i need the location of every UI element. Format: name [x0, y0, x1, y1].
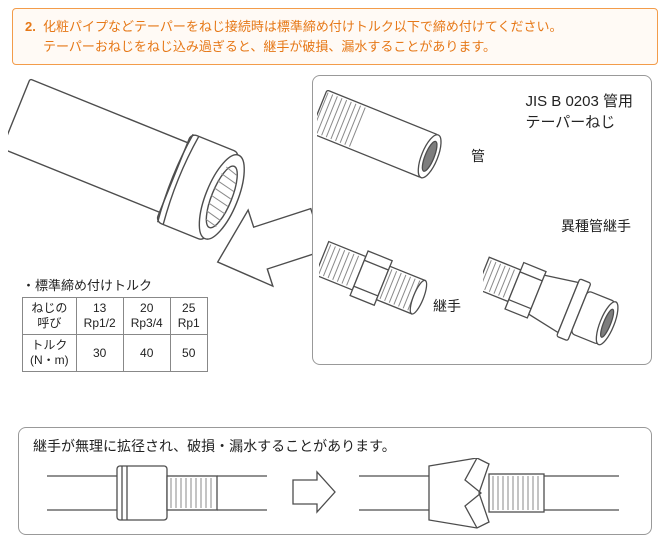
th-torque-label: トルク(N・m) [23, 335, 77, 372]
warning-number: 2. [25, 17, 43, 37]
bottom-panel: 継手が無理に拡径され、破損・漏水することがあります。 [18, 427, 652, 535]
before-illustration [47, 458, 267, 528]
pipe-piece-illustration [317, 82, 487, 222]
label-dissimilar: 異種管継手 [561, 216, 631, 236]
joint-piece-illustration [319, 226, 459, 336]
jis-title: JIS B 0203 管用 テーパーねじ [525, 90, 633, 132]
jis-title-line2: テーパーねじ [525, 114, 615, 131]
table-row: トルク(N・m) 30 40 50 [23, 335, 208, 372]
detail-panel: JIS B 0203 管用 テーパーねじ 管 継手 異種管継手 [312, 75, 652, 365]
warning-line1: 化粧パイプなどテーパーをねじ接続時は標準締め付けトルク以下で締め付けてください。 [43, 19, 562, 34]
dissimilar-joint-illustration [483, 236, 653, 356]
td: 50 [170, 335, 207, 372]
torque-title: ・標準締め付けトルク [22, 275, 208, 294]
td: 40 [123, 335, 170, 372]
td: 20Rp3/4 [123, 298, 170, 335]
warning-line2: テーパーおねじをねじ込み過ぎると、継手が破損、漏水することがあります。 [25, 37, 645, 57]
td: 30 [76, 335, 123, 372]
torque-table: ねじの呼び 13Rp1/2 20Rp3/4 25Rp1 トルク(N・m) 30 … [22, 297, 208, 372]
warning-box: 2.化粧パイプなどテーパーをねじ接続時は標準締め付けトルク以下で締め付けてくださ… [12, 8, 658, 65]
table-row: ねじの呼び 13Rp1/2 20Rp3/4 25Rp1 [23, 298, 208, 335]
sequence-arrow [289, 470, 339, 514]
after-illustration [359, 458, 619, 530]
bottom-text: 継手が無理に拡径され、破損・漏水することがあります。 [33, 436, 637, 456]
main-diagram-area: JIS B 0203 管用 テーパーねじ 管 継手 異種管継手 [0, 65, 670, 425]
th-size-label: ねじの呼び [23, 298, 77, 335]
td: 25Rp1 [170, 298, 207, 335]
warning-text: 2.化粧パイプなどテーパーをねじ接続時は標準締め付けトルク以下で締め付けてくださ… [25, 17, 645, 56]
torque-section: ・標準締め付けトルク ねじの呼び 13Rp1/2 20Rp3/4 25Rp1 ト… [22, 275, 208, 372]
jis-title-line1: JIS B 0203 管用 [525, 93, 633, 110]
th-size-l1: ねじの呼び [31, 301, 67, 330]
td: 13Rp1/2 [76, 298, 123, 335]
